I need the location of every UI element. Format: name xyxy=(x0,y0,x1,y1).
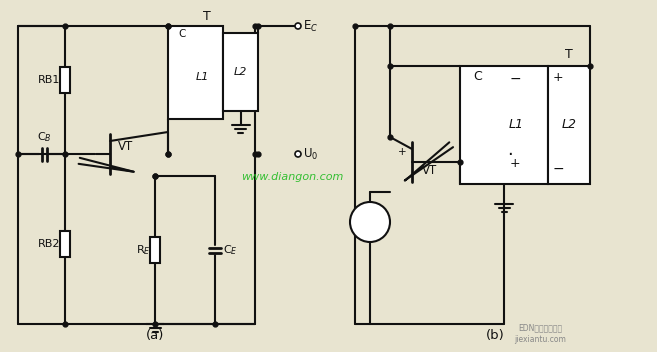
Text: −: − xyxy=(509,72,521,86)
Text: +: + xyxy=(363,213,378,231)
Text: L2: L2 xyxy=(234,67,247,77)
Bar xyxy=(60,67,70,93)
Text: −: − xyxy=(553,162,564,176)
Circle shape xyxy=(295,151,301,157)
Text: +: + xyxy=(398,147,407,157)
Text: jiexiantu.com: jiexiantu.com xyxy=(514,335,566,344)
Text: C$_B$: C$_B$ xyxy=(37,130,51,144)
Text: www.diangon.com: www.diangon.com xyxy=(241,172,343,182)
Text: L1: L1 xyxy=(509,119,524,132)
Bar xyxy=(168,26,223,119)
Circle shape xyxy=(295,23,301,29)
Bar xyxy=(548,66,590,184)
Text: (a): (a) xyxy=(146,329,164,342)
Text: C: C xyxy=(474,70,482,83)
Bar xyxy=(150,237,160,263)
Text: L2: L2 xyxy=(562,119,576,132)
Circle shape xyxy=(350,202,390,242)
Text: +: + xyxy=(510,157,520,170)
Bar xyxy=(460,66,548,184)
Text: VT: VT xyxy=(422,163,438,176)
Text: +: + xyxy=(553,71,564,84)
Text: R$_E$: R$_E$ xyxy=(136,243,151,257)
Text: T: T xyxy=(202,10,210,23)
Text: ·: · xyxy=(507,146,513,164)
Text: VT: VT xyxy=(118,139,133,152)
Text: C$_E$: C$_E$ xyxy=(223,243,238,257)
Text: RB1: RB1 xyxy=(37,75,60,85)
Text: RB2: RB2 xyxy=(37,239,60,249)
Text: E$_C$: E$_C$ xyxy=(303,18,318,33)
Text: T: T xyxy=(565,48,573,61)
Text: EDN电子技术设计: EDN电子技术设计 xyxy=(518,323,562,332)
Bar xyxy=(223,33,258,111)
Text: C: C xyxy=(178,29,186,39)
Bar xyxy=(60,231,70,257)
Text: (b): (b) xyxy=(486,329,505,342)
Text: U$_0$: U$_0$ xyxy=(303,146,319,162)
Text: L1: L1 xyxy=(195,72,209,82)
